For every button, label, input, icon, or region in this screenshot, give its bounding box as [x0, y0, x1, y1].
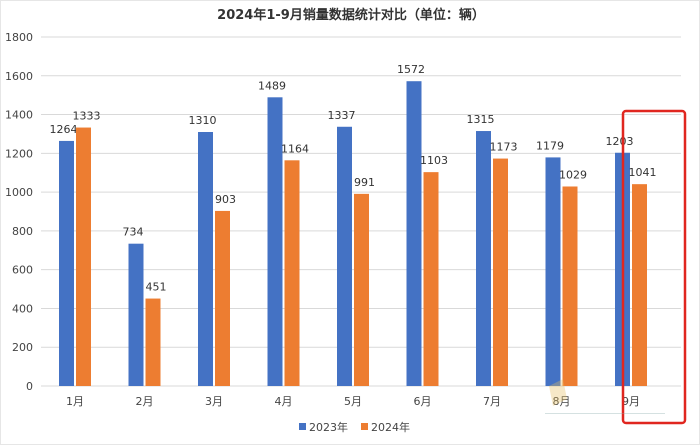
bar-2023 — [337, 126, 352, 386]
y-tick-label: 1600 — [5, 70, 33, 83]
y-tick-label: 0 — [26, 380, 33, 393]
bar-2024 — [423, 172, 439, 386]
legend-label: 2023年 — [309, 420, 348, 434]
data-label: 1029 — [559, 168, 587, 181]
data-label: 903 — [215, 193, 236, 206]
data-label: 1103 — [420, 154, 448, 167]
bar-2024 — [145, 298, 161, 386]
y-tick-label: 200 — [12, 341, 33, 354]
legend-label: 2024年 — [371, 420, 410, 434]
data-label: 734 — [123, 226, 144, 239]
data-label: 1333 — [73, 110, 101, 123]
y-tick-label: 1800 — [5, 31, 33, 44]
y-tick-label: 400 — [12, 302, 33, 315]
data-label: 1179 — [536, 139, 564, 152]
highlight-box — [621, 109, 687, 425]
bar-2024 — [493, 158, 508, 386]
bar-2023 — [198, 132, 213, 386]
x-tick-label: 1月 — [66, 395, 84, 408]
data-label: 1310 — [189, 114, 217, 127]
chart-title: 2024年1-9月销量数据统计对比（单位：辆） — [217, 7, 485, 23]
bar-2023 — [406, 81, 422, 386]
x-tick-label: 7月 — [483, 395, 501, 408]
data-label: 1164 — [281, 142, 309, 155]
data-label: 1572 — [397, 63, 425, 76]
data-label: 1337 — [328, 109, 356, 122]
data-label: 451 — [146, 281, 167, 294]
data-label: 1041 — [629, 166, 657, 179]
x-tick-label: 4月 — [275, 395, 293, 408]
watermark-icon — [549, 379, 567, 406]
data-label: 1203 — [606, 135, 634, 148]
y-tick-label: 1200 — [5, 147, 33, 160]
bar-2023 — [545, 157, 561, 386]
legend-swatch — [361, 423, 368, 430]
data-label: 991 — [354, 176, 375, 189]
x-tick-label: 5月 — [344, 395, 362, 408]
bar-2024 — [284, 160, 300, 386]
x-tick-label: 8月 — [553, 395, 571, 408]
bar-2024 — [354, 193, 369, 386]
data-label: 1264 — [50, 123, 78, 136]
bar-2024 — [215, 210, 230, 386]
bar-2024 — [562, 186, 578, 386]
bar-2023 — [59, 140, 74, 386]
legend-swatch — [299, 423, 306, 430]
bar-2023 — [267, 97, 283, 387]
data-label: 1173 — [490, 141, 518, 154]
watermark-logo — [545, 379, 665, 414]
data-label: 1315 — [467, 113, 495, 126]
bar-2024 — [632, 184, 647, 386]
y-tick-label: 600 — [12, 264, 33, 277]
y-tick-label: 1400 — [5, 109, 33, 122]
bar-2023 — [476, 131, 491, 386]
bar-2024 — [76, 127, 91, 386]
bar-2023 — [128, 243, 144, 386]
x-tick-label: 9月 — [622, 395, 640, 408]
x-tick-label: 6月 — [414, 395, 432, 408]
y-tick-label: 1000 — [5, 186, 33, 199]
data-label: 1489 — [258, 79, 286, 92]
x-tick-label: 3月 — [205, 395, 223, 408]
x-tick-label: 2月 — [136, 395, 154, 408]
y-tick-label: 800 — [12, 225, 33, 238]
